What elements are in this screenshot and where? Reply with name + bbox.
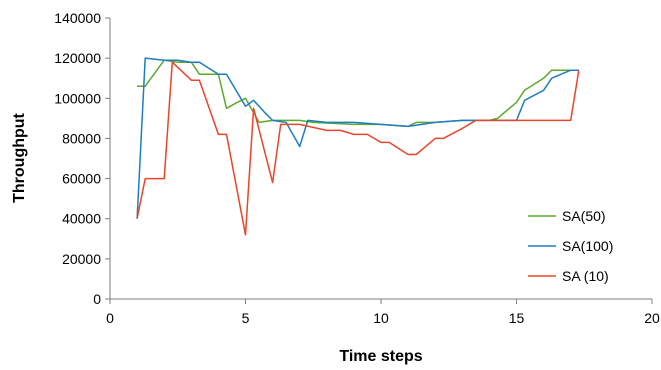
series-lines <box>136 57 580 236</box>
y-tick-label: 100000 <box>54 90 101 106</box>
x-tick-label: 10 <box>373 310 389 326</box>
legend-label: SA (10) <box>562 268 609 284</box>
series-line-1 <box>137 59 579 128</box>
x-axis-ticks: 0 5 10 15 20 <box>106 299 660 326</box>
legend-label: SA(100) <box>562 238 613 254</box>
y-tick-label: 20000 <box>62 251 101 267</box>
y-tick-label: 60000 <box>62 171 101 187</box>
x-tick-label: 5 <box>242 310 250 326</box>
y-axis-title: Throughput <box>11 112 28 202</box>
y-axis-ticks: 0 20000 40000 60000 80000 100000 120000 140000 <box>54 10 110 307</box>
y-tick-label: 120000 <box>54 50 101 66</box>
x-tick-label: 20 <box>644 310 660 326</box>
legend: SA(50) SA(100) SA (10) <box>528 208 613 284</box>
x-axis-title: Time steps <box>339 348 422 365</box>
series-line-2 <box>136 57 579 219</box>
y-tick-label: 140000 <box>54 10 101 26</box>
x-tick-label: 15 <box>509 310 525 326</box>
y-tick-label: 80000 <box>62 130 101 146</box>
plot-area: 0 5 10 15 20 0 20000 40000 60000 80000 100000 1200… <box>54 10 660 326</box>
y-tick-label: 0 <box>93 291 101 307</box>
x-tick-label: 0 <box>106 310 114 326</box>
series-line-3 <box>136 61 580 236</box>
legend-label: SA(50) <box>562 208 606 224</box>
y-tick-label: 40000 <box>62 211 101 227</box>
